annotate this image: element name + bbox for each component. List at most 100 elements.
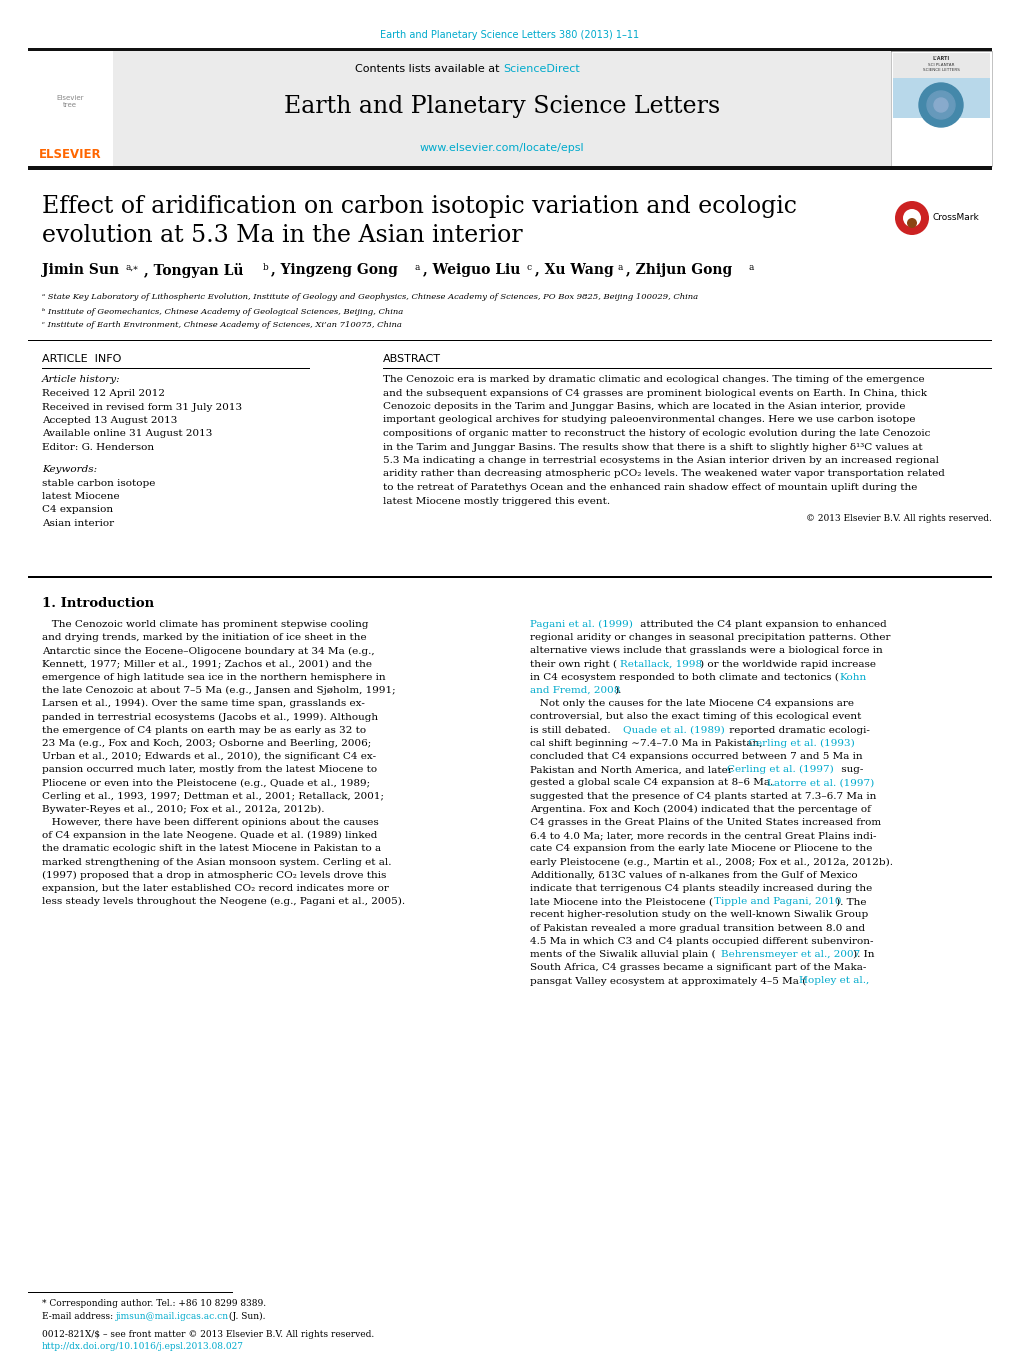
Text: Pagani et al. (1999): Pagani et al. (1999): [530, 620, 632, 630]
Text: concluded that C4 expansions occurred between 7 and 5 Ma in: concluded that C4 expansions occurred be…: [530, 753, 862, 761]
Text: 4.5 Ma in which C3 and C4 plants occupied different subenviron-: 4.5 Ma in which C3 and C4 plants occupie…: [530, 936, 872, 946]
Text: , Zhijun Gong: , Zhijun Gong: [626, 263, 732, 277]
Circle shape: [902, 209, 920, 227]
Text: ).: ).: [613, 686, 621, 694]
Bar: [28, 166, 991, 170]
Text: ᵇ Institute of Geomechanics, Chinese Academy of Geological Sciences, Beijing, Ch: ᵇ Institute of Geomechanics, Chinese Aca…: [42, 308, 403, 316]
Text: the emergence of C4 plants on earth may be as early as 32 to: the emergence of C4 plants on earth may …: [42, 725, 366, 735]
Text: b: b: [263, 263, 268, 272]
Text: ments of the Siwalik alluvial plain (: ments of the Siwalik alluvial plain (: [530, 950, 715, 959]
Text: 1. Introduction: 1. Introduction: [42, 597, 154, 611]
Text: cate C4 expansion from the early late Miocene or Pliocene to the: cate C4 expansion from the early late Mi…: [530, 844, 871, 854]
Text: cal shift beginning ∼7.4–7.0 Ma in Pakistan,: cal shift beginning ∼7.4–7.0 Ma in Pakis…: [530, 739, 765, 748]
Text: CrossMark: CrossMark: [932, 213, 979, 223]
Text: and Fremd, 2008: and Fremd, 2008: [530, 686, 620, 694]
Text: Keywords:: Keywords:: [42, 465, 97, 473]
Text: ELSEVIER: ELSEVIER: [39, 149, 101, 161]
Bar: [113, 51, 891, 166]
Text: panded in terrestrial ecosystems (Jacobs et al., 1999). Although: panded in terrestrial ecosystems (Jacobs…: [42, 712, 378, 721]
Text: Available online 31 August 2013: Available online 31 August 2013: [42, 430, 212, 439]
Text: Retallack, 1998: Retallack, 1998: [620, 659, 701, 669]
Text: latest Miocene: latest Miocene: [42, 492, 119, 501]
Text: sug-: sug-: [838, 765, 862, 774]
Text: E-mail address:: E-mail address:: [42, 1312, 116, 1321]
Circle shape: [906, 218, 916, 228]
Text: Argentina. Fox and Koch (2004) indicated that the percentage of: Argentina. Fox and Koch (2004) indicated…: [530, 805, 870, 813]
Text: Kohn: Kohn: [839, 673, 865, 682]
Text: a: a: [618, 263, 623, 272]
Text: 6.4 to 4.0 Ma; later, more records in the central Great Plains indi-: 6.4 to 4.0 Ma; later, more records in th…: [530, 831, 875, 840]
Text: Elsevier
tree: Elsevier tree: [56, 95, 84, 108]
Text: stable carbon isotope: stable carbon isotope: [42, 478, 155, 488]
Text: Asian interior: Asian interior: [42, 519, 114, 528]
Text: attributed the C4 plant expansion to enhanced: attributed the C4 plant expansion to enh…: [637, 620, 886, 630]
Text: Cenozoic deposits in the Tarim and Junggar Basins, which are located in the Asia: Cenozoic deposits in the Tarim and Jungg…: [382, 403, 905, 411]
Text: Earth and Planetary Science Letters: Earth and Planetary Science Letters: [283, 95, 719, 118]
Text: Editor: G. Henderson: Editor: G. Henderson: [42, 443, 154, 453]
Text: Article history:: Article history:: [42, 376, 120, 384]
Text: 0012-821X/$ – see front matter © 2013 Elsevier B.V. All rights reserved.: 0012-821X/$ – see front matter © 2013 El…: [42, 1329, 374, 1339]
Text: a: a: [748, 263, 754, 272]
Text: controversial, but also the exact timing of this ecological event: controversial, but also the exact timing…: [530, 712, 860, 721]
Text: reported dramatic ecologi-: reported dramatic ecologi-: [726, 725, 869, 735]
Text: Kennett, 1977; Miller et al., 1991; Zachos et al., 2001) and the: Kennett, 1977; Miller et al., 1991; Zach…: [42, 659, 372, 669]
Text: ARTICLE  INFO: ARTICLE INFO: [42, 354, 121, 363]
Text: compositions of organic matter to reconstruct the history of ecologic evolution : compositions of organic matter to recons…: [382, 430, 929, 438]
Text: is still debated.: is still debated.: [530, 725, 613, 735]
Text: ). In: ). In: [852, 950, 873, 959]
Text: indicate that terrigenous C4 plants steadily increased during the: indicate that terrigenous C4 plants stea…: [530, 884, 871, 893]
Text: expansion, but the later established CO₂ record indicates more or: expansion, but the later established CO₂…: [42, 884, 388, 893]
Text: © 2013 Elsevier B.V. All rights reserved.: © 2013 Elsevier B.V. All rights reserved…: [805, 513, 991, 523]
Text: and drying trends, marked by the initiation of ice sheet in the: and drying trends, marked by the initiat…: [42, 634, 366, 642]
Text: ScienceDirect: ScienceDirect: [502, 63, 579, 74]
Text: Earth and Planetary Science Letters 380 (2013) 1–11: Earth and Planetary Science Letters 380 …: [380, 30, 639, 41]
Text: (J. Sun).: (J. Sun).: [226, 1312, 265, 1321]
Bar: [28, 576, 991, 577]
Text: ABSTRACT: ABSTRACT: [382, 354, 440, 363]
Text: Effect of aridification on carbon isotopic variation and ecologic: Effect of aridification on carbon isotop…: [42, 195, 796, 218]
Text: Contents lists available at: Contents lists available at: [355, 63, 502, 74]
Text: L'ARTI: L'ARTI: [931, 55, 949, 61]
Text: (1997) proposed that a drop in atmospheric CO₂ levels drove this: (1997) proposed that a drop in atmospher…: [42, 871, 386, 880]
Text: Not only the causes for the late Miocene C4 expansions are: Not only the causes for the late Miocene…: [530, 700, 853, 708]
Text: ) or the worldwide rapid increase: ) or the worldwide rapid increase: [699, 659, 875, 669]
Text: gested a global scale C4 expansion at 8–6 Ma.: gested a global scale C4 expansion at 8–…: [530, 778, 775, 788]
Text: Hopley et al.,: Hopley et al.,: [798, 977, 868, 985]
Text: , Xu Wang: , Xu Wang: [535, 263, 613, 277]
Text: http://dx.doi.org/10.1016/j.epsl.2013.08.027: http://dx.doi.org/10.1016/j.epsl.2013.08…: [42, 1342, 244, 1351]
Bar: [892, 53, 989, 118]
Text: pansion occurred much later, mostly from the latest Miocene to: pansion occurred much later, mostly from…: [42, 765, 377, 774]
Text: , Weiguo Liu: , Weiguo Liu: [423, 263, 520, 277]
Text: suggested that the presence of C4 plants started at 7.3–6.7 Ma in: suggested that the presence of C4 plants…: [530, 792, 875, 801]
Text: , Tongyan Lü: , Tongyan Lü: [144, 263, 244, 278]
Text: 23 Ma (e.g., Fox and Koch, 2003; Osborne and Beerling, 2006;: 23 Ma (e.g., Fox and Koch, 2003; Osborne…: [42, 739, 371, 748]
Text: alternative views include that grasslands were a biological force in: alternative views include that grassland…: [530, 646, 881, 655]
Text: late Miocene into the Pleistocene (: late Miocene into the Pleistocene (: [530, 897, 712, 907]
Text: in the Tarim and Junggar Basins. The results show that there is a shift to sligh: in the Tarim and Junggar Basins. The res…: [382, 443, 922, 451]
Text: in C4 ecosystem responded to both climate and tectonics (: in C4 ecosystem responded to both climat…: [530, 673, 838, 682]
Text: emergence of high latitude sea ice in the northern hemisphere in: emergence of high latitude sea ice in th…: [42, 673, 385, 682]
Text: www.elsevier.com/locate/epsl: www.elsevier.com/locate/epsl: [419, 143, 584, 153]
Circle shape: [894, 201, 928, 235]
Text: South Africa, C4 grasses became a significant part of the Maka-: South Africa, C4 grasses became a signif…: [530, 963, 865, 973]
Text: pansgat Valley ecosystem at approximately 4–5 Ma (: pansgat Valley ecosystem at approximatel…: [530, 977, 805, 985]
Text: Bywater-Reyes et al., 2010; Fox et al., 2012a, 2012b).: Bywater-Reyes et al., 2010; Fox et al., …: [42, 805, 324, 813]
Text: a,⁎: a,⁎: [126, 263, 139, 272]
Text: important geological archives for studying paleoenvironmental changes. Here we u: important geological archives for studyi…: [382, 416, 915, 424]
Text: their own right (: their own right (: [530, 659, 616, 669]
Text: less steady levels throughout the Neogene (e.g., Pagani et al., 2005).: less steady levels throughout the Neogen…: [42, 897, 405, 907]
Text: ᶜ Institute of Earth Environment, Chinese Academy of Sciences, Xi’an 710075, Chi: ᶜ Institute of Earth Environment, Chines…: [42, 322, 401, 330]
Text: Jimin Sun: Jimin Sun: [42, 263, 119, 277]
Text: Received in revised form 31 July 2013: Received in revised form 31 July 2013: [42, 403, 242, 412]
Text: regional aridity or changes in seasonal precipitation patterns. Other: regional aridity or changes in seasonal …: [530, 634, 890, 642]
Text: recent higher-resolution study on the well-known Siwalik Group: recent higher-resolution study on the we…: [530, 911, 867, 920]
Text: C4 grasses in the Great Plains of the United States increased from: C4 grasses in the Great Plains of the Un…: [530, 817, 880, 827]
Text: The Cenozoic world climate has prominent stepwise cooling: The Cenozoic world climate has prominent…: [42, 620, 368, 630]
Text: evolution at 5.3 Ma in the Asian interior: evolution at 5.3 Ma in the Asian interio…: [42, 224, 522, 247]
Text: The Cenozoic era is marked by dramatic climatic and ecological changes. The timi: The Cenozoic era is marked by dramatic c…: [382, 376, 923, 384]
Text: latest Miocene mostly triggered this event.: latest Miocene mostly triggered this eve…: [382, 497, 609, 505]
Text: to the retreat of Paratethys Ocean and the enhanced rain shadow effect of mounta: to the retreat of Paratethys Ocean and t…: [382, 484, 916, 492]
Text: and the subsequent expansions of C4 grasses are prominent biological events on E: and the subsequent expansions of C4 gras…: [382, 389, 926, 397]
Text: Larsen et al., 1994). Over the same time span, grasslands ex-: Larsen et al., 1994). Over the same time…: [42, 700, 365, 708]
Text: Tipple and Pagani, 2010: Tipple and Pagani, 2010: [713, 897, 841, 907]
